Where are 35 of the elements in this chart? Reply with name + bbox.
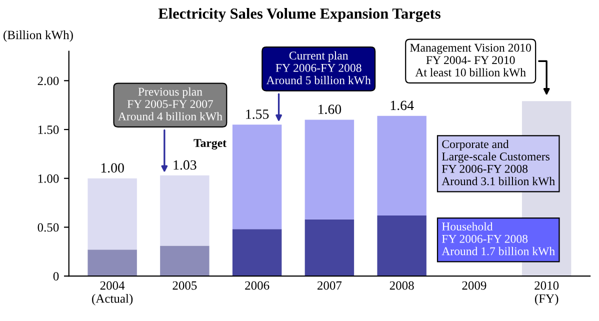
annotation: Management Vision 2010 FY 2004- FY 2010 At least 10 billion kWh	[410, 44, 531, 76]
x-tick-label: 2004 (Actual)	[92, 281, 133, 306]
x-tick-label: 2005	[172, 281, 197, 290]
total-label: 1.60	[318, 104, 342, 114]
annotation: Target	[194, 139, 226, 150]
bar	[232, 124, 282, 230]
total-label: 1.00	[101, 163, 124, 173]
y-tick-label: 1.50	[38, 126, 59, 134]
y-tick-label: 0.50	[38, 223, 59, 232]
bar	[160, 175, 210, 246]
bar	[160, 246, 210, 276]
bar	[304, 219, 354, 276]
bar	[377, 215, 426, 276]
total-label: 1.55	[246, 110, 269, 119]
bar	[88, 250, 137, 276]
annotation: Household FY 2006-FY 2008 Around 1.7 billion kWh	[442, 222, 555, 256]
x-tick-label: 2007	[318, 281, 342, 290]
y-tick-label: 1.00	[38, 174, 59, 183]
x-tick-label: 2006	[245, 281, 270, 290]
total-label: 1.03	[174, 160, 196, 170]
annotation: Corporate and Large-scale Customers FY 2006-FY 2008 Around 3.1 billion kWh	[442, 140, 555, 186]
y-axis-title: (Billion kWh)	[4, 30, 73, 42]
x-tick-label: 2008	[390, 281, 414, 290]
y-tick-label: 0	[53, 272, 59, 281]
x-tick-label: 2009	[462, 281, 486, 290]
annotation: Previous plan FY 2005-FY 2007 Around 4 billion kWh	[118, 87, 222, 120]
bar	[377, 116, 426, 216]
total-label: 1.64	[390, 100, 414, 110]
x-tick-label: 2010 (FY)	[534, 281, 559, 306]
bar	[232, 229, 282, 276]
y-tick-label: 2.00	[38, 76, 59, 86]
chart-title: Electricity Sales Volume Expansion Targets	[158, 8, 440, 22]
bar	[304, 120, 354, 220]
bar	[88, 178, 137, 250]
annotation: Current plan FY 2006-FY 2008 Around 5 billion kWh	[266, 51, 371, 84]
